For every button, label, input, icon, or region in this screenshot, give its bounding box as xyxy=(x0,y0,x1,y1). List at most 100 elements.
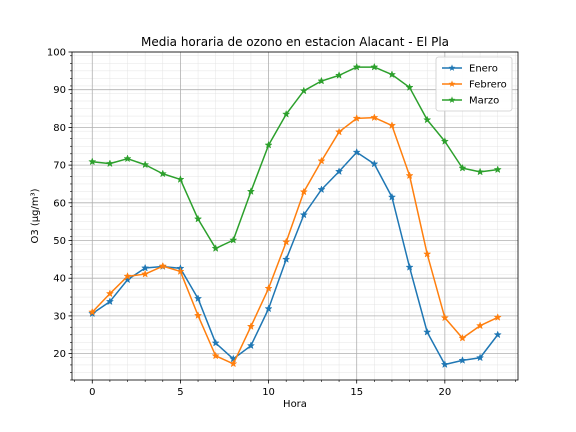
data-point-marzo xyxy=(458,163,467,172)
data-point-enero xyxy=(141,263,150,272)
legend-label-marzo: Marzo xyxy=(469,96,499,107)
y-tick-label: 70 xyxy=(53,161,66,172)
data-point-enero xyxy=(352,147,361,156)
data-point-enero xyxy=(405,262,414,271)
data-point-febrero xyxy=(211,351,220,360)
legend: Enero Febrero Marzo xyxy=(435,56,513,112)
data-point-marzo xyxy=(299,86,308,95)
x-tick-label: 20 xyxy=(438,387,451,398)
series-layer xyxy=(88,62,502,369)
data-point-enero xyxy=(423,327,432,336)
data-point-febrero xyxy=(123,272,132,280)
x-tick-label: 10 xyxy=(262,387,275,398)
plot-frame xyxy=(71,51,519,381)
data-point-marzo xyxy=(423,115,432,124)
data-point-febrero xyxy=(476,321,485,330)
data-point-febrero xyxy=(88,307,97,316)
data-point-enero xyxy=(282,255,291,263)
x-tick-label: 5 xyxy=(177,387,183,398)
minor-grid xyxy=(72,52,518,381)
data-point-febrero xyxy=(334,127,344,136)
data-point-enero xyxy=(476,353,485,362)
data-point-marzo xyxy=(352,62,361,71)
data-point-marzo xyxy=(229,235,238,244)
data-point-enero xyxy=(299,210,308,219)
data-point-febrero xyxy=(405,171,414,180)
data-point-marzo xyxy=(158,169,167,178)
x-tick-label: 15 xyxy=(350,387,363,398)
data-point-marzo xyxy=(123,154,132,163)
y-tick-label: 20 xyxy=(53,349,66,360)
data-point-marzo xyxy=(317,76,326,85)
data-point-enero xyxy=(317,185,326,194)
data-point-febrero xyxy=(317,156,326,165)
data-point-enero xyxy=(334,167,344,176)
data-point-marzo xyxy=(440,137,449,145)
data-point-febrero xyxy=(141,269,150,278)
data-point-marzo xyxy=(88,157,97,166)
data-point-febrero xyxy=(176,267,185,275)
x-axis-label: Hora xyxy=(283,399,307,410)
y-tick-label: 40 xyxy=(53,274,66,285)
series-marzo xyxy=(88,62,502,252)
data-point-marzo xyxy=(370,62,379,71)
y-axis: 20 30 40 50 60 70 80 90 100 xyxy=(47,48,72,381)
data-point-febrero xyxy=(229,359,238,368)
data-point-marzo xyxy=(387,70,397,79)
data-point-febrero xyxy=(423,249,432,258)
data-point-marzo xyxy=(211,244,220,252)
data-point-enero xyxy=(246,341,256,350)
data-point-enero xyxy=(458,356,467,364)
data-point-marzo xyxy=(493,165,502,174)
y-tick-label: 50 xyxy=(53,236,66,247)
y-tick-label: 30 xyxy=(53,311,66,322)
data-point-febrero xyxy=(493,313,502,321)
data-point-enero xyxy=(440,360,449,369)
data-point-febrero xyxy=(158,261,167,270)
data-point-enero xyxy=(387,192,397,201)
legend-box xyxy=(435,56,513,112)
data-point-febrero xyxy=(352,114,361,122)
data-point-febrero xyxy=(282,237,291,246)
series-febrero xyxy=(88,113,502,368)
data-point-marzo xyxy=(264,140,273,149)
data-point-enero xyxy=(493,330,502,339)
legend-label-febrero: Febrero xyxy=(469,80,507,91)
data-point-febrero xyxy=(370,113,379,122)
data-point-marzo xyxy=(246,187,256,195)
x-tick-label: 0 xyxy=(89,387,95,398)
data-point-enero xyxy=(105,297,114,306)
data-point-febrero xyxy=(246,322,256,330)
data-point-marzo xyxy=(141,160,150,169)
data-point-febrero xyxy=(440,313,449,322)
data-point-febrero xyxy=(458,333,467,342)
data-point-marzo xyxy=(405,83,414,91)
data-point-enero xyxy=(370,159,379,168)
legend-marker-febrero xyxy=(448,80,456,87)
data-point-febrero xyxy=(387,121,397,130)
data-point-febrero xyxy=(193,311,203,320)
data-point-febrero xyxy=(105,289,114,298)
data-point-enero xyxy=(193,294,203,303)
data-point-marzo xyxy=(476,167,485,176)
data-point-enero xyxy=(264,304,273,313)
data-point-marzo xyxy=(334,71,344,79)
y-axis-label: O3 (µg/m³) xyxy=(30,188,41,243)
y-tick-label: 60 xyxy=(53,198,66,209)
data-point-marzo xyxy=(176,175,185,183)
legend-marker-marzo xyxy=(448,96,456,103)
series-line-marzo xyxy=(92,66,498,250)
data-point-marzo xyxy=(193,214,203,223)
y-tick-label: 90 xyxy=(53,85,66,96)
series-line-febrero xyxy=(91,116,499,365)
data-point-marzo xyxy=(282,109,291,118)
y-tick-label: 80 xyxy=(53,123,66,134)
data-point-febrero xyxy=(264,284,273,292)
x-axis: 0 5 10 15 20 xyxy=(74,380,516,398)
data-point-marzo xyxy=(105,159,114,168)
chart-title: Media horaria de ozono en estacion Alaca… xyxy=(141,35,449,49)
legend-label-enero: Enero xyxy=(469,64,498,75)
data-point-enero xyxy=(211,338,220,347)
legend-marker-enero xyxy=(448,64,456,71)
